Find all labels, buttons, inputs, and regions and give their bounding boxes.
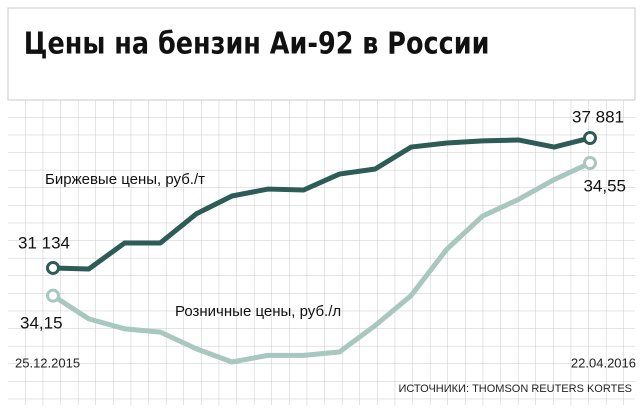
value-label: 31 134	[18, 233, 70, 252]
series-label: Биржевые цены, руб./т	[45, 171, 205, 188]
value-label: 37 881	[572, 107, 624, 126]
series-line	[52, 135, 591, 272]
end-marker	[46, 260, 60, 275]
end-marker	[583, 156, 597, 170]
title-box	[7, 7, 636, 101]
end-marker	[46, 288, 60, 303]
chart-title: Цены на бензин Аи-92 в России	[24, 26, 490, 62]
x-tick-label: 22.04.2016	[571, 355, 636, 370]
source: ИСТОЧНИКИ: THOMSON REUTERS KORTES	[398, 383, 632, 395]
value-label: 34,15	[20, 313, 63, 332]
value-label: 34,55	[583, 176, 626, 195]
series-line	[51, 160, 592, 365]
x-tick-label: 25.12.2015	[15, 355, 80, 370]
end-marker	[583, 131, 597, 145]
series-label: Розничные цены, руб./л	[175, 303, 341, 320]
